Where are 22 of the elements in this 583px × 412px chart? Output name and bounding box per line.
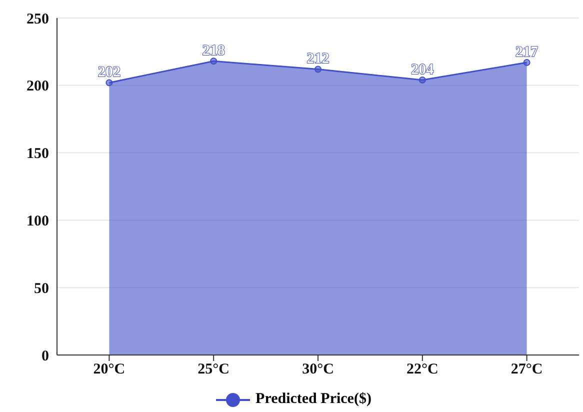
data-label: 218 (202, 43, 225, 60)
y-tick-label: 150 (26, 146, 49, 162)
data-label: 204 (411, 62, 434, 78)
x-tick-label: 20°C (93, 362, 126, 378)
x-tick-label: 25°C (198, 362, 230, 378)
point (418, 76, 426, 84)
x-tick-label: 22°C (406, 362, 438, 378)
data-label: 202 (98, 64, 120, 81)
y-tick-label: 100 (26, 214, 49, 230)
point (314, 66, 322, 73)
data-label: 212 (306, 51, 330, 68)
x-tick-label: 27°C (510, 362, 543, 378)
y-tick-label: 0 (42, 348, 49, 364)
x-tick-label: 30°C (302, 362, 334, 378)
y-tick-label: 50 (34, 280, 49, 297)
data-label: 217 (516, 44, 539, 60)
y-tick-label: 200 (26, 78, 49, 95)
point (210, 58, 218, 65)
y-tick-label: 250 (26, 11, 49, 28)
point (523, 58, 530, 66)
point (106, 79, 113, 86)
legend-label: Predicted Price($) (256, 391, 372, 408)
